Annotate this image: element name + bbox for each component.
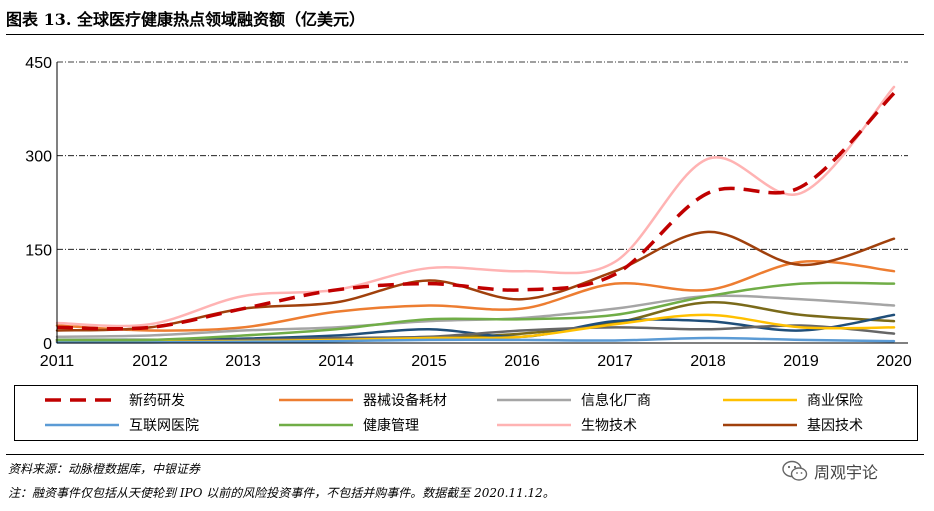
x-tick-label: 2012	[132, 353, 168, 370]
legend-label-2: 信息化厂商	[581, 393, 651, 409]
legend-swatch-7	[723, 423, 797, 427]
y-tick-label: 450	[25, 55, 52, 72]
x-tick-label: 2011	[40, 353, 75, 370]
legend-swatch-3	[723, 398, 797, 402]
x-tick-label: 2015	[411, 353, 447, 370]
source-note: 资料来源：动脉橙数据库，中银证券	[8, 462, 201, 476]
series-line-6	[55, 85, 896, 328]
chart-title: 图表 13. 全球医疗健康热点领域融资额（亿美元）	[6, 10, 365, 29]
x-tick-label: 2017	[597, 353, 633, 370]
series-line-7	[55, 230, 896, 332]
legend-label-3: 商业保险	[807, 393, 863, 409]
legend-label-0: 新药研发	[129, 393, 185, 409]
legend-item-7: 基因技术	[721, 414, 863, 436]
legend-item-0: 新药研发	[43, 389, 185, 411]
legend-label-4: 互联网医院	[129, 418, 199, 434]
legend-swatch-5	[279, 423, 353, 427]
y-tick-label: 150	[25, 242, 52, 259]
legend-label-6: 生物技术	[581, 418, 637, 434]
legend-swatch-2	[497, 398, 571, 402]
legend-swatch-4	[45, 423, 119, 427]
chart-legend: 新药研发 器械设备耗材 信息化厂商 商业保险 互联网医院 健康管理 生物技术 基…	[14, 385, 918, 441]
legend-label-1: 器械设备耗材	[363, 393, 447, 409]
legend-item-2: 信息化厂商	[495, 389, 651, 411]
series-line-0	[56, 91, 896, 331]
series-line-4	[55, 336, 896, 344]
series-line-5	[55, 281, 896, 342]
legend-item-4: 互联网医院	[43, 414, 199, 436]
footnote: 注：融资事件仅包括从天使轮到 IPO 以前的风险投资事件，不包括并购事件。数据截…	[8, 486, 555, 500]
legend-label-7: 基因技术	[807, 418, 863, 434]
legend-swatch-0	[45, 398, 119, 402]
x-tick-label: 2016	[504, 353, 540, 370]
legend-swatch-6	[497, 423, 571, 427]
watermark-text: 周观宇论	[814, 463, 879, 482]
x-tick-label: 2019	[783, 353, 819, 370]
x-tick-label: 2013	[225, 353, 261, 370]
legend-item-1: 器械设备耗材	[277, 389, 447, 411]
legend-swatch-1	[279, 398, 353, 402]
x-tick-label: 2014	[318, 353, 354, 370]
bottom-divider	[6, 454, 924, 455]
y-tick-label: 300	[25, 149, 52, 166]
wechat-icon	[782, 460, 808, 481]
top-divider	[6, 34, 924, 35]
x-tick-label: 2018	[690, 353, 726, 370]
y-tick-label: 0	[43, 336, 52, 353]
legend-item-6: 生物技术	[495, 414, 637, 436]
legend-item-3: 商业保险	[721, 389, 863, 411]
x-tick-label: 2020	[876, 353, 912, 370]
line-chart: 0 150 300 450 2011 2012 2013 2014 2015 2016 2017 20…	[25, 55, 912, 370]
legend-label-5: 健康管理	[363, 418, 419, 434]
legend-item-5: 健康管理	[277, 414, 419, 436]
watermark: 周观宇论	[782, 459, 878, 483]
series-line-1	[55, 260, 896, 332]
